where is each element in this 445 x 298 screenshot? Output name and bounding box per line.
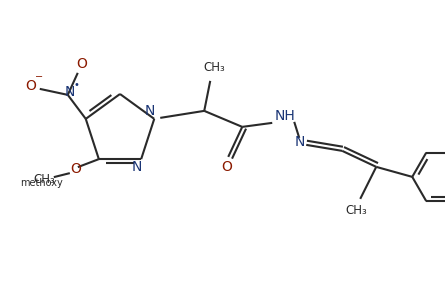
Text: methoxy: methoxy [20, 178, 63, 188]
Text: N: N [132, 160, 142, 174]
Text: CH₃: CH₃ [345, 204, 367, 217]
Text: CH₃: CH₃ [33, 173, 55, 186]
Text: O: O [221, 160, 232, 174]
Text: N: N [145, 104, 155, 118]
Text: CH₃: CH₃ [203, 61, 225, 74]
Text: −: − [35, 72, 43, 82]
Text: •: • [74, 80, 80, 90]
Text: O: O [25, 79, 36, 93]
Text: N: N [295, 135, 305, 149]
Text: NH: NH [275, 109, 295, 123]
Text: O: O [77, 57, 87, 71]
Text: O: O [70, 162, 81, 176]
Text: N: N [65, 85, 75, 99]
